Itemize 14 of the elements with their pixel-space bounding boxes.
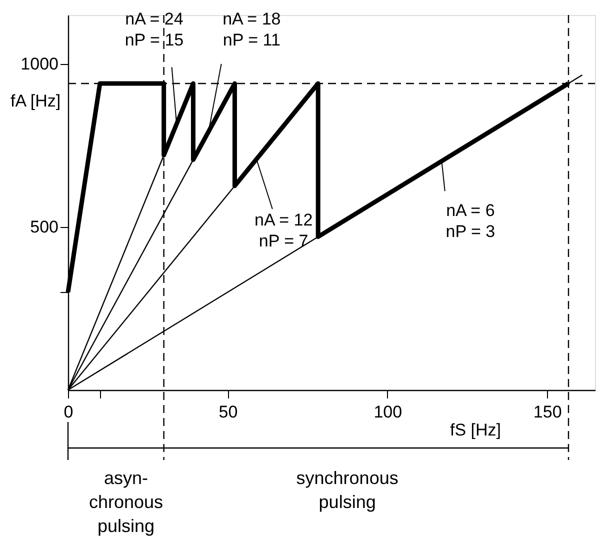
text: asyn- chronous pulsing <box>88 468 163 536</box>
text: synchronous pulsing <box>296 468 398 512</box>
x-tick-label: 0 <box>64 402 74 422</box>
x-tick-label: 100 <box>374 402 402 422</box>
y-tick-label: 1000 <box>20 54 58 74</box>
annotation: nA = 12 nP = 7 <box>254 210 313 250</box>
y-tick-label: 500 <box>30 217 58 236</box>
x-tick-label: 150 <box>533 402 562 422</box>
annotation: nA = 6 nP = 3 <box>446 201 496 242</box>
x-axis-title: fS [Hz] <box>450 420 502 440</box>
annotation: nA = 18 nP = 11 <box>222 10 281 50</box>
annotation: nA = 24 nP = 15 <box>124 10 184 50</box>
x-tick-label: 50 <box>218 402 238 422</box>
y-axis-title: fA [Hz] <box>10 92 61 110</box>
